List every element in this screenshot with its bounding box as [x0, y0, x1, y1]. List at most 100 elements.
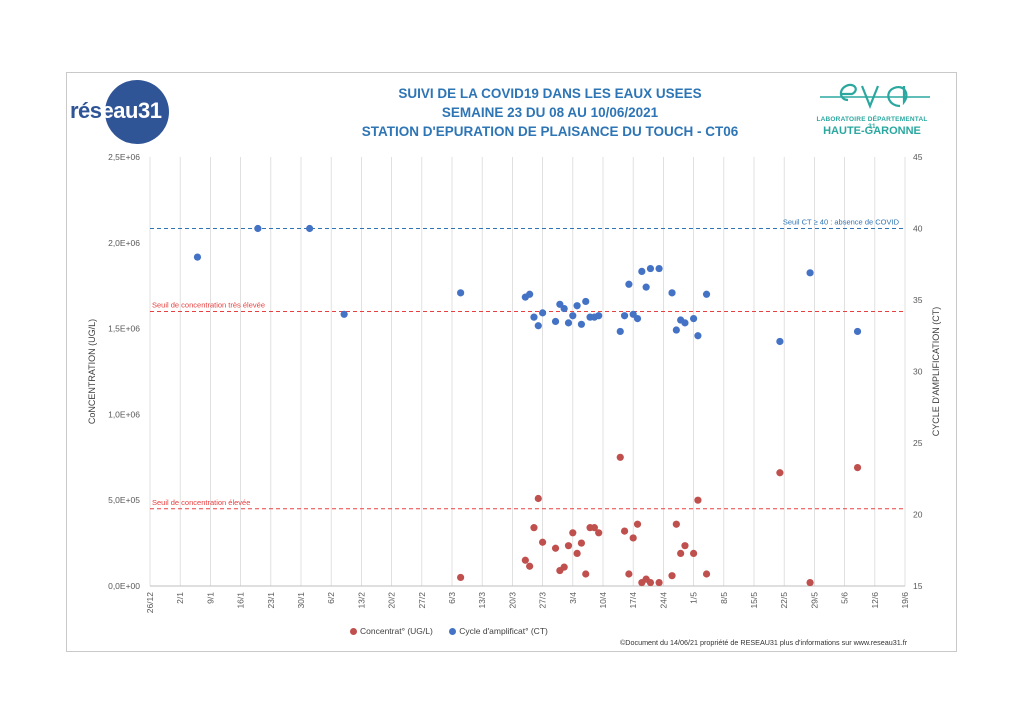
concentration-point — [569, 529, 577, 537]
ct-point — [694, 332, 702, 340]
y-axis-title: CoNCENTRATION (UG/L) — [87, 319, 97, 424]
ct-point — [526, 290, 534, 298]
y2-tick-label: 25 — [913, 438, 923, 448]
eva-mark-icon: eva — [820, 83, 930, 109]
concentration-point — [551, 544, 560, 552]
ct-point — [620, 312, 629, 320]
concentration-point — [457, 573, 465, 582]
x-tick-label: 26/12 — [145, 592, 155, 614]
y2-axis-title: CYCLE D'AMPLIFICATION (CT) — [931, 307, 941, 437]
concentration-point — [694, 496, 702, 504]
y-tick-label: 5,0E+05 — [108, 495, 140, 505]
ct-point — [534, 322, 542, 330]
x-tick-label: 27/2 — [417, 592, 427, 609]
x-tick-label: 10/4 — [598, 592, 608, 609]
ct-point — [595, 312, 603, 320]
x-tick-label: 20/3 — [507, 592, 517, 609]
ct-point — [853, 327, 862, 336]
ct-point — [569, 312, 577, 320]
eva-line1: LABORATOIRE DÉPARTEMENTAL 31 — [816, 116, 928, 130]
x-tick-label: 5/6 — [840, 592, 850, 604]
chart-frame — [66, 72, 957, 652]
title-line-3: STATION D'EPURATION DE PLAISANCE DU TOUC… — [361, 124, 739, 139]
x-tick-label: 13/2 — [356, 592, 366, 609]
ct-point — [625, 280, 633, 288]
concentration-point — [655, 578, 663, 587]
ct-point — [616, 327, 624, 336]
y2-tick-label: 15 — [913, 581, 923, 591]
concentration-point — [564, 542, 573, 550]
concentration-point — [625, 570, 633, 578]
ct-point — [560, 304, 568, 313]
ct-point — [776, 337, 784, 346]
concentration-point — [668, 572, 676, 580]
ct-point — [539, 309, 547, 317]
ct-point — [638, 267, 646, 275]
eva-line2: HAUTE-GARONNE — [823, 125, 921, 137]
concentration-point — [590, 524, 598, 532]
legend-dot-concentration — [350, 628, 357, 636]
logo-circle — [105, 80, 169, 144]
ct-point — [633, 314, 642, 323]
ct-point — [577, 320, 586, 328]
x-tick-label: 22/5 — [779, 592, 789, 609]
x-tick-label: 23/1 — [266, 592, 276, 609]
concentration-point — [539, 538, 547, 546]
concentration-point — [672, 520, 680, 528]
concentration-point — [853, 463, 862, 472]
ct-point — [642, 283, 650, 291]
reseau31-logo: réseau31 — [70, 80, 170, 144]
concentration-point — [521, 556, 529, 564]
x-tick-label: 27/3 — [538, 592, 548, 609]
y2-tick-label: 40 — [913, 224, 923, 234]
logo-text: réseau31 — [70, 98, 162, 123]
ct-point — [681, 319, 689, 327]
ct-point — [573, 302, 581, 310]
ct-point — [306, 224, 314, 233]
concentration-point — [806, 578, 814, 587]
x-tick-label: 8/5 — [719, 592, 729, 604]
ct-point — [340, 310, 348, 318]
y2-tick-label: 30 — [913, 367, 923, 377]
x-tick-label: 2/1 — [175, 592, 185, 604]
ct-point — [564, 319, 573, 327]
legend-label-concentration: Concentrat° (UG/L) — [360, 626, 433, 636]
y-tick-label: 2,5E+06 — [108, 152, 140, 162]
x-tick-label: 12/6 — [870, 592, 880, 609]
x-tick-label: 24/4 — [658, 592, 668, 609]
concentration-point — [633, 520, 642, 528]
title-line-1: SUIVI DE LA COVID19 DANS LES EAUX USEES — [398, 86, 702, 101]
legend-item-concentration: Concentrat° (UG/L) — [350, 626, 433, 636]
footer-note: ©Document du 14/06/21 propriété de RESEA… — [620, 638, 908, 647]
eva-logo: eva LABORATOIRE DÉPARTEMENTAL 31 HAUTE-G… — [812, 80, 932, 144]
ct-point — [672, 326, 680, 334]
concentration-point — [560, 563, 568, 571]
ct-point — [646, 264, 655, 273]
x-tick-label: 16/1 — [236, 592, 246, 609]
concentration-point — [646, 578, 655, 587]
ct-point — [193, 253, 202, 261]
concentration-point — [776, 469, 784, 477]
x-tick-label: 6/2 — [326, 592, 336, 604]
ct-point — [582, 297, 590, 306]
concentration-point — [582, 570, 590, 578]
threshold-label: Seuil de concentration élevée — [152, 498, 250, 507]
y2-tick-label: 45 — [913, 152, 923, 162]
x-tick-label: 20/2 — [387, 592, 397, 609]
x-tick-label: 15/5 — [749, 592, 759, 609]
x-tick-label: 29/5 — [809, 592, 819, 609]
chart-title: SUIVI DE LA COVID19 DANS LES EAUX USEES … — [300, 84, 800, 141]
ct-point — [655, 264, 663, 273]
concentration-point — [620, 527, 629, 535]
concentration-point — [595, 529, 603, 537]
y2-tick-label: 35 — [913, 295, 923, 305]
y-tick-label: 0,0E+00 — [108, 581, 140, 591]
ct-point — [530, 313, 538, 321]
y-tick-label: 2,0E+06 — [108, 238, 140, 248]
concentration-point — [573, 549, 581, 557]
x-tick-label: 9/1 — [205, 592, 215, 604]
x-tick-label: 30/1 — [296, 592, 306, 609]
ct-point — [806, 269, 814, 277]
ct-point — [457, 289, 465, 297]
